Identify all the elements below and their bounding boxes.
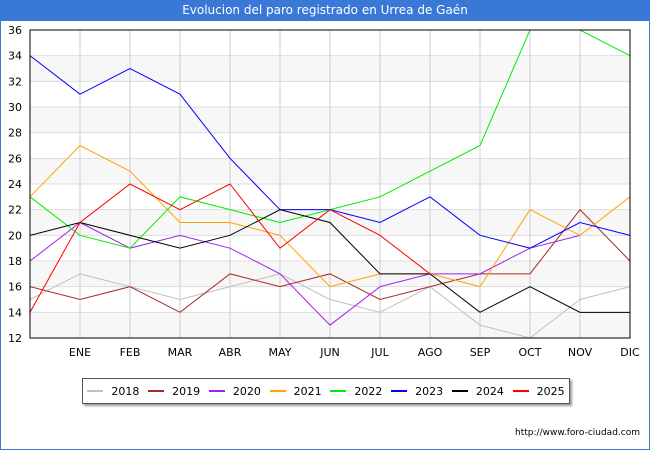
footer-url[interactable]: http://www.foro-ciudad.com: [515, 428, 640, 438]
legend-swatch: [512, 390, 529, 392]
legend-label: 2021: [293, 384, 322, 398]
legend-label: 2020: [232, 384, 261, 398]
y-tick-label: 12: [8, 332, 22, 345]
plot-border: [29, 29, 631, 339]
legend-swatch: [451, 390, 468, 392]
legend-label: 2023: [415, 384, 444, 398]
legend-item-2019: 2019: [148, 385, 200, 398]
chart-legend: 2018 2019 2020 2021 2022 2023 2024 2025: [82, 378, 570, 404]
x-tick-label: ABR: [219, 346, 242, 359]
legend-label: 2025: [536, 384, 565, 398]
legend-swatch: [269, 390, 286, 392]
y-tick-label: 22: [8, 204, 22, 217]
x-tick-label: SEP: [470, 346, 491, 359]
legend-swatch: [87, 390, 104, 392]
x-tick-label: FEB: [120, 346, 141, 359]
chart-title: Evolucion del paro registrado en Urrea d…: [0, 0, 650, 21]
x-tick-label: MAR: [168, 346, 193, 359]
x-tick-label: AGO: [418, 346, 443, 359]
y-tick-label: 32: [8, 75, 22, 88]
y-tick-label: 30: [8, 101, 22, 114]
legend-label: 2018: [111, 384, 140, 398]
series-line-2024: [30, 209, 630, 313]
series-line-2025: [30, 183, 431, 313]
y-tick-label: 34: [8, 50, 22, 63]
legend-swatch: [330, 390, 347, 392]
x-tick-label: DIC: [620, 346, 640, 359]
legend-label: 2019: [172, 384, 201, 398]
y-tick-label: 28: [8, 127, 22, 140]
y-tick-label: 36: [8, 24, 22, 37]
legend-item-2018: 2018: [87, 385, 139, 398]
y-tick-label: 16: [8, 281, 22, 294]
legend-swatch: [148, 390, 165, 392]
x-tick-label: MAY: [269, 346, 292, 359]
x-tick-label: JUL: [370, 346, 389, 359]
series-line-2019: [30, 208, 630, 313]
y-tick-label: 18: [8, 255, 22, 268]
legend-item-2021: 2021: [269, 384, 322, 398]
y-tick-label: 20: [8, 229, 22, 242]
y-tick-label: 14: [8, 306, 22, 319]
legend-item-2023: 2023: [391, 385, 443, 398]
x-tick-label: ENE: [69, 346, 91, 359]
y-tick-label: 26: [8, 152, 22, 165]
legend-item-2025: 2025: [512, 384, 565, 398]
legend-swatch: [208, 390, 225, 392]
legend-label: 2024: [475, 384, 504, 398]
x-tick-label: NOV: [568, 346, 593, 359]
legend-label: 2022: [354, 384, 383, 398]
legend-item-2024: 2024: [451, 384, 504, 398]
y-tick-label: 24: [8, 178, 22, 191]
series-line-2021: [30, 144, 630, 288]
x-tick-label: OCT: [518, 346, 541, 359]
x-tick-label: JUN: [319, 346, 340, 359]
legend-item-2020: 2020: [208, 384, 261, 398]
series-line-2020: [30, 221, 581, 326]
legend-swatch: [391, 390, 408, 392]
legend-item-2022: 2022: [330, 385, 382, 398]
